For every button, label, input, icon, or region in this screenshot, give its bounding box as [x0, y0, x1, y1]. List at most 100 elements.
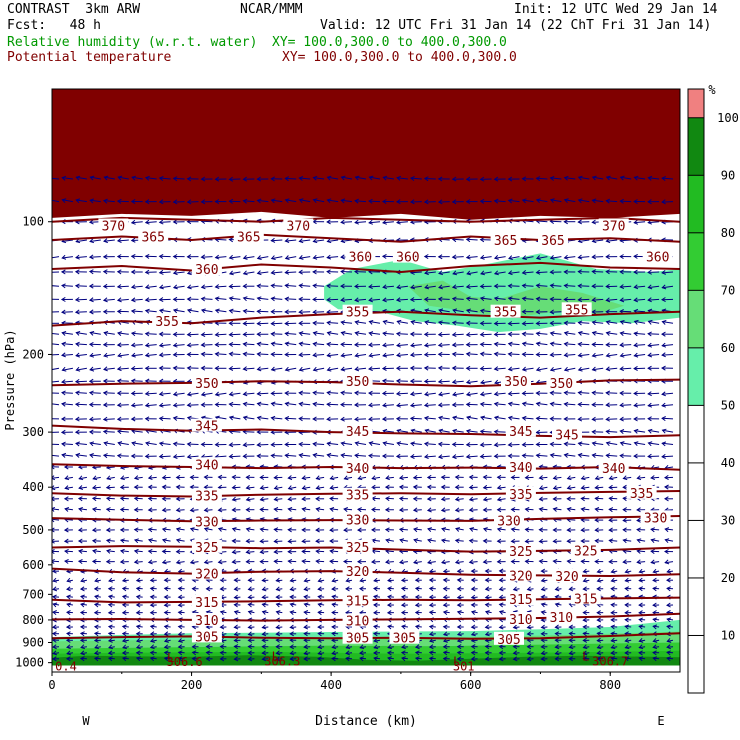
- wind-arrow-head: [228, 270, 234, 276]
- wind-arrow-head: [437, 199, 443, 205]
- wind-arrow: [228, 401, 241, 407]
- wind-arrow-head: [172, 254, 178, 260]
- wind-arrow: [470, 586, 478, 592]
- wind-arrow: [133, 548, 143, 554]
- wind-arrow: [622, 527, 632, 533]
- wind-arrow-head: [270, 198, 276, 204]
- wind-arrow: [605, 453, 618, 459]
- wind-arrow: [451, 199, 464, 205]
- wind-arrow-shaft: [637, 550, 646, 553]
- wind-arrow: [340, 219, 353, 225]
- wind-arrow: [66, 586, 73, 592]
- wind-arrow: [91, 527, 101, 533]
- wind-arrow: [566, 538, 576, 544]
- wind-arrow: [354, 283, 367, 289]
- wind-arrow-head: [661, 176, 666, 181]
- wind-arrow: [102, 416, 115, 422]
- wind-arrow-head: [442, 594, 448, 600]
- wind-arrow: [354, 441, 367, 447]
- wind-arrow: [661, 428, 674, 434]
- wind-arrow-head: [647, 402, 653, 408]
- wind-arrow: [591, 254, 604, 260]
- wind-arrow-head: [273, 559, 279, 565]
- wind-arrow-shaft: [243, 403, 255, 406]
- wind-arrow-head: [554, 586, 560, 592]
- wind-arrow-head: [121, 610, 127, 616]
- wind-arrow: [77, 527, 87, 533]
- wind-arrow-head: [549, 296, 555, 302]
- wind-arrow: [312, 283, 325, 289]
- wind-arrow: [172, 199, 185, 205]
- wind-arrow-shaft: [424, 201, 436, 203]
- wind-arrow: [214, 296, 227, 302]
- wind-arrow: [75, 331, 87, 336]
- wind-arrow-shaft: [271, 333, 283, 335]
- wind-arrow-head: [437, 320, 443, 326]
- wind-arrow: [608, 484, 618, 490]
- wind-arrow-shaft: [341, 442, 353, 445]
- wind-arrow: [175, 507, 185, 513]
- wind-arrow-shaft: [243, 353, 255, 355]
- wind-arrow-head: [451, 296, 457, 302]
- wind-arrow: [200, 441, 213, 447]
- wind-arrow: [540, 568, 548, 574]
- wind-arrow: [340, 402, 353, 408]
- wind-arrow-shaft: [341, 367, 353, 371]
- wind-arrow-head: [507, 415, 513, 421]
- wind-arrow-head: [493, 415, 499, 421]
- wind-arrow-head: [619, 254, 624, 260]
- wind-arrow-head: [510, 507, 516, 513]
- wind-arrow-head: [538, 527, 544, 533]
- wind-arrow-head: [566, 475, 572, 481]
- wind-arrow-head: [259, 496, 265, 502]
- wind-arrow: [284, 331, 297, 337]
- wind-arrow: [454, 496, 464, 502]
- wind-arrow-head: [161, 507, 167, 513]
- wind-arrow-shaft: [327, 239, 339, 242]
- wind-arrow-head: [312, 366, 318, 372]
- wind-arrow: [214, 391, 227, 397]
- wind-arrow-head: [158, 352, 164, 358]
- wind-arrow: [172, 308, 185, 314]
- wind-arrow-head: [64, 507, 70, 512]
- wind-arrow-head: [424, 428, 430, 434]
- wind-arrow: [605, 429, 618, 435]
- wind-arrow-shaft: [508, 199, 520, 203]
- wind-arrow: [186, 176, 199, 182]
- wind-arrow-head: [441, 527, 447, 532]
- wind-arrow: [158, 416, 171, 422]
- wind-arrow-head: [106, 548, 111, 554]
- wind-arrow: [496, 474, 506, 480]
- wind-arrow-shaft: [508, 343, 520, 346]
- wind-arrow: [52, 285, 60, 287]
- wind-arrow-head: [88, 390, 94, 396]
- wind-arrow-head: [298, 331, 304, 337]
- wind-arrow: [661, 342, 674, 348]
- wind-arrow-head: [482, 507, 488, 513]
- wind-arrow: [382, 175, 394, 181]
- wind-arrow: [147, 527, 157, 533]
- wind-arrow-shaft: [606, 239, 618, 242]
- wind-arrow: [396, 428, 408, 434]
- wind-arrow-head: [591, 390, 597, 396]
- wind-arrow: [437, 441, 450, 447]
- wind-arrow-head: [470, 594, 476, 600]
- wind-arrow-shaft: [103, 367, 115, 370]
- wind-arrow: [484, 586, 492, 592]
- wind-arrow-head: [563, 401, 569, 407]
- wind-arrow: [577, 269, 590, 275]
- wind-arrow-shaft: [120, 476, 129, 480]
- wind-arrow-shaft: [372, 539, 381, 542]
- wind-arrow-head: [563, 320, 569, 326]
- wind-arrow-head: [596, 586, 601, 592]
- wind-arrow-head: [144, 391, 150, 397]
- wind-arrow-shaft: [75, 392, 87, 394]
- wind-arrow: [298, 320, 311, 326]
- wind-arrow: [440, 474, 450, 480]
- wind-arrow: [521, 309, 534, 315]
- wind-arrow-head: [619, 175, 625, 181]
- wind-arrow: [521, 453, 534, 459]
- wind-arrow-shaft: [159, 309, 171, 313]
- wind-arrow: [119, 507, 129, 513]
- wind-arrow-shaft: [411, 321, 422, 324]
